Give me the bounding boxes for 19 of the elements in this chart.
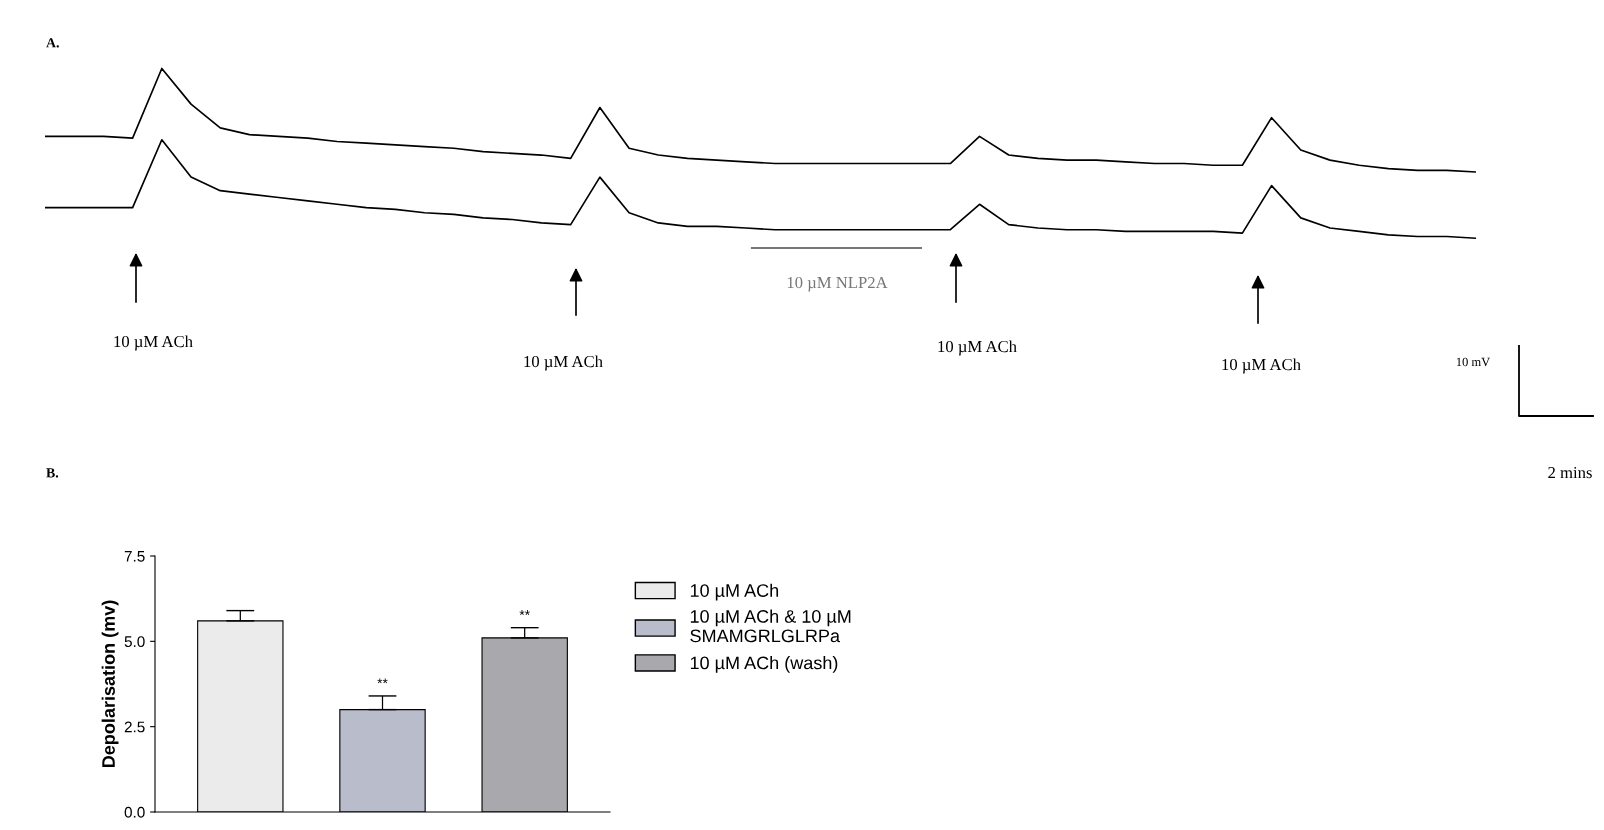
text: 10 mV xyxy=(1456,357,1491,367)
y-tick-label: 7.5 xyxy=(124,551,145,562)
y-tick-label: 5.0 xyxy=(124,636,145,648)
chart-title: A. xyxy=(46,38,59,48)
text: 10 µM ACh xyxy=(114,335,193,351)
text: 10 µM ACh xyxy=(524,355,603,371)
text: 10 µM NLP2A xyxy=(787,276,888,292)
y-tick-label: 2.5 xyxy=(124,721,145,733)
legend-label: 10 µM ACh xyxy=(690,583,779,601)
annotation: ** xyxy=(519,610,530,615)
text: 10 µM ACh xyxy=(1222,358,1301,374)
y-axis-title: Depolarisation (mv) xyxy=(101,600,119,768)
y-tick-label: 0.0 xyxy=(124,806,145,818)
text: 2 mins xyxy=(1548,466,1592,479)
annotation: ** xyxy=(377,678,388,684)
chart-title: B. xyxy=(46,468,59,478)
legend-label: 10 µM ACh (wash) xyxy=(690,656,838,673)
legend-label: 10 µM ACh & 10 µM SMAMGRLGLRPa xyxy=(690,609,851,643)
text: 10 µM ACh xyxy=(938,340,1017,356)
